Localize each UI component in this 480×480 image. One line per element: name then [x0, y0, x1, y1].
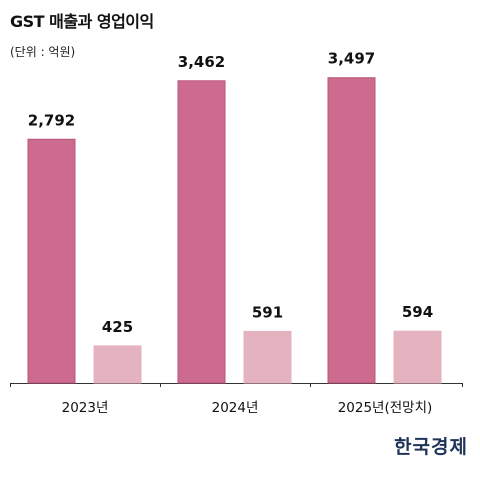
publisher-logo: 한국경제 [394, 436, 468, 458]
value-label-revenue-1: 2,792 [28, 111, 75, 129]
value-label-operating-profit-2: 591 [252, 303, 283, 321]
category-label-3: 2025년(전망치) [338, 400, 433, 416]
bar-operating-profit-1 [93, 345, 142, 384]
bar-operating-profit-3 [393, 330, 442, 384]
value-label-operating-profit-1: 425 [102, 318, 133, 336]
value-label-revenue-3: 3,497 [328, 50, 375, 68]
chart-title: GST 매출과 영업이익 [10, 12, 154, 31]
category-label-1: 2023년 [62, 400, 109, 416]
category-label-2: 2024년 [212, 400, 259, 416]
unit-label: (단위 : 억원) [10, 45, 76, 59]
bar-revenue-1 [27, 138, 76, 384]
bar-operating-profit-2 [243, 330, 292, 384]
value-label-revenue-2: 3,462 [178, 53, 225, 71]
bar-revenue-3 [327, 77, 376, 384]
value-label-operating-profit-3: 594 [402, 303, 433, 321]
bar-revenue-2 [177, 80, 226, 384]
